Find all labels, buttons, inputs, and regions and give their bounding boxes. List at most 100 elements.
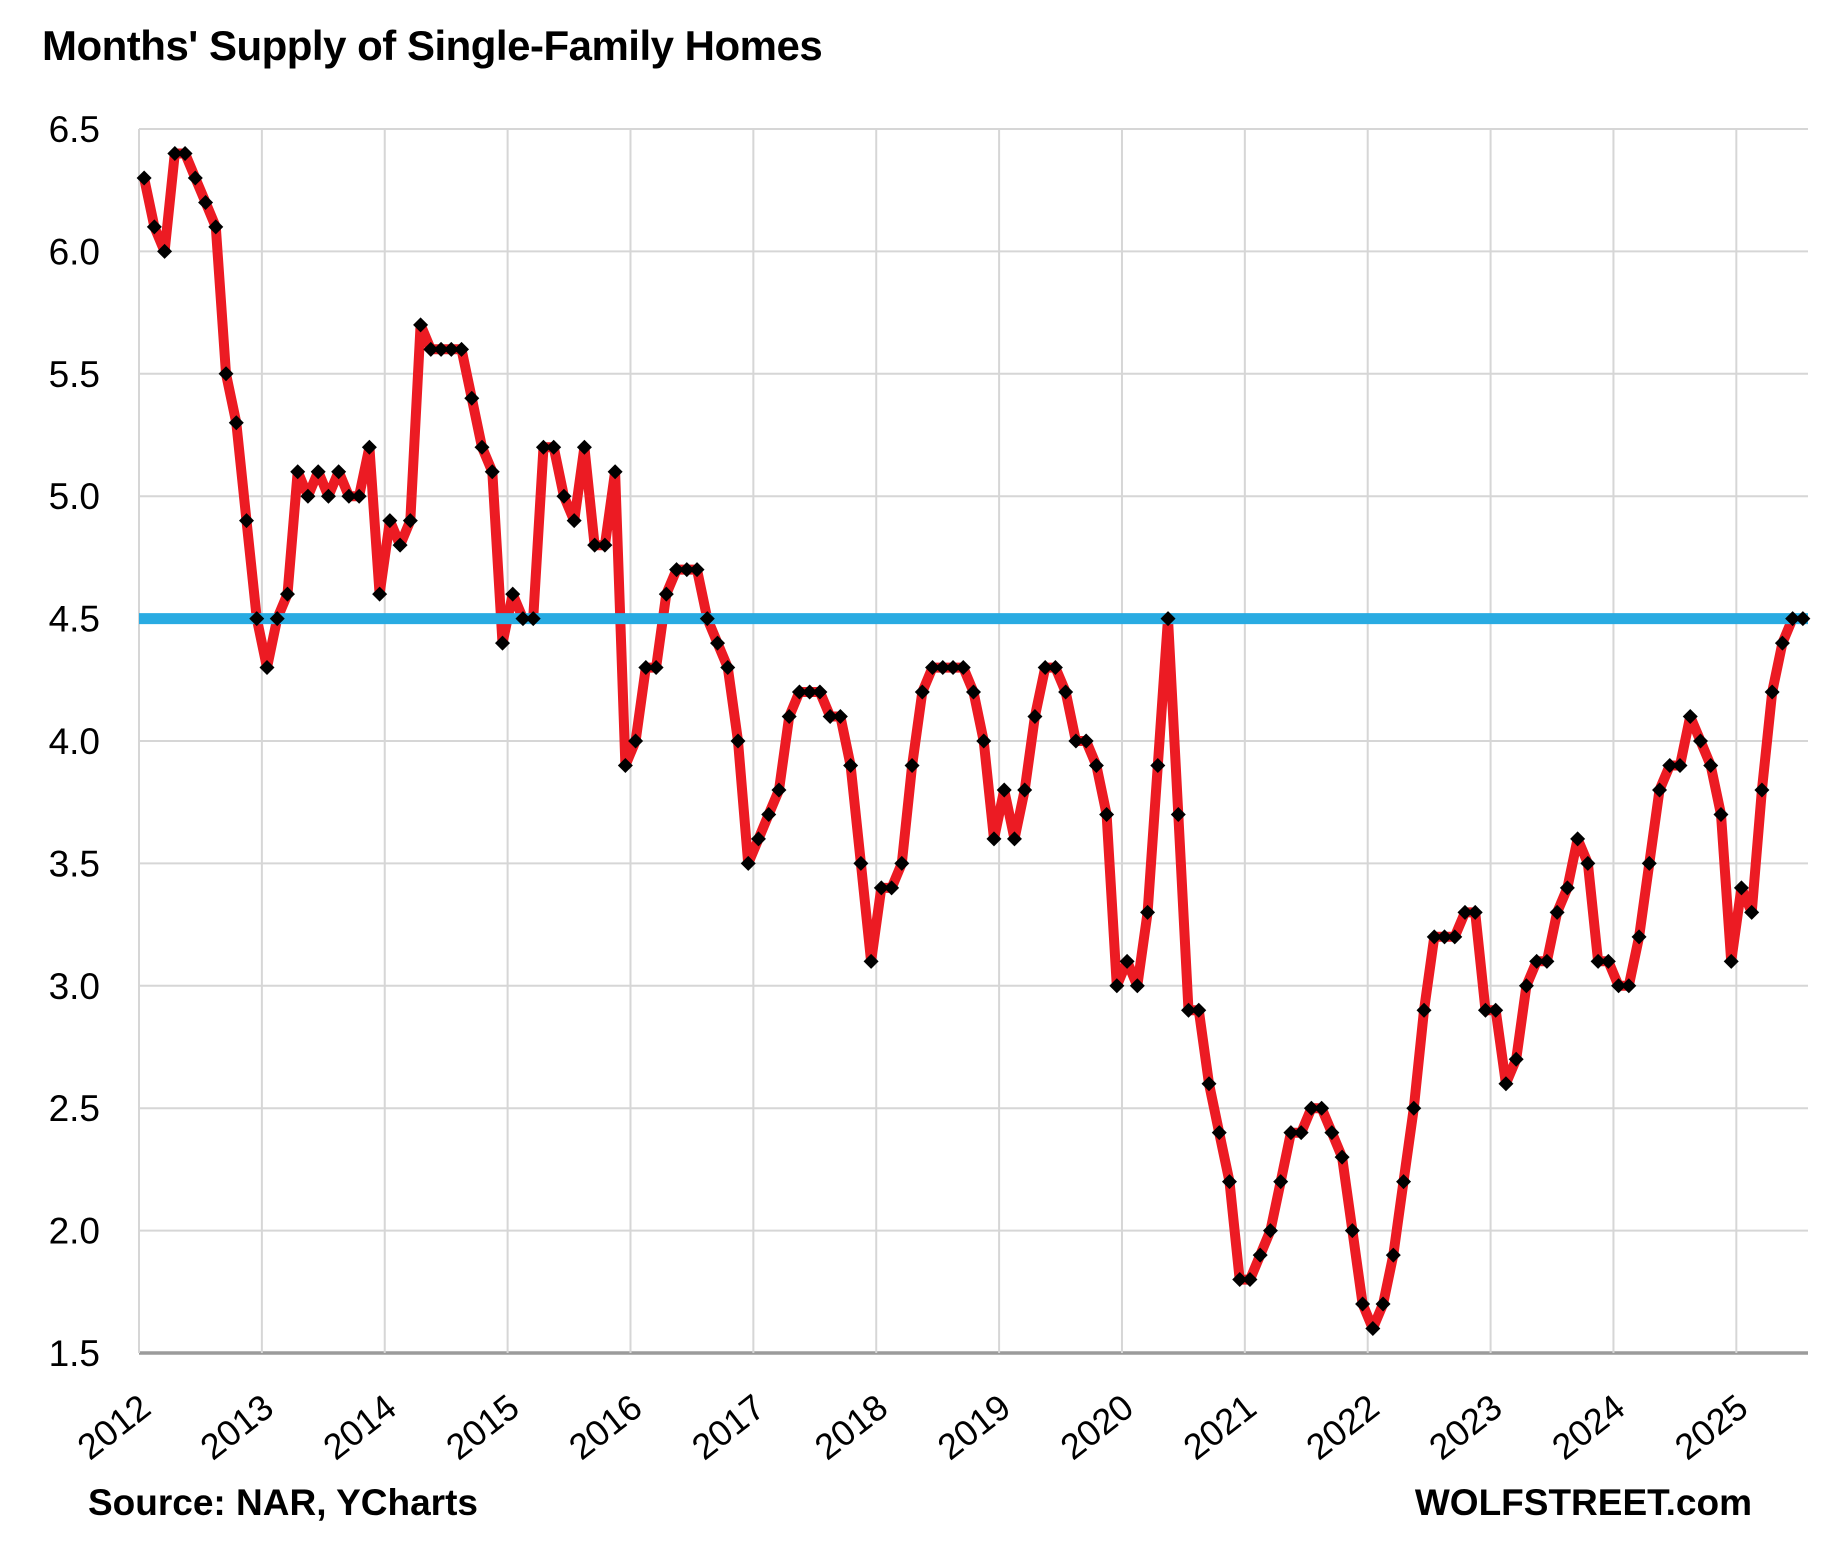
data-point-marker xyxy=(1723,953,1739,969)
data-point-marker xyxy=(1058,684,1074,700)
y-tick-label: 4.5 xyxy=(49,599,100,640)
data-point-marker xyxy=(1795,611,1811,627)
data-point-marker xyxy=(1047,660,1063,676)
data-point-marker xyxy=(146,219,162,235)
data-point-marker xyxy=(1037,660,1053,676)
data-point-marker xyxy=(925,660,941,676)
data-point-marker xyxy=(1140,904,1156,920)
data-point-marker xyxy=(1088,757,1104,773)
data-point-marker xyxy=(1426,929,1442,945)
data-point-marker xyxy=(1467,904,1483,920)
data-point-marker xyxy=(791,684,807,700)
data-point-marker xyxy=(300,488,316,504)
data-point-marker xyxy=(761,806,777,822)
data-point-marker xyxy=(290,464,306,480)
data-point-marker xyxy=(1590,953,1606,969)
data-point-marker xyxy=(1631,929,1647,945)
source-note: Source: NAR, YCharts xyxy=(88,1482,478,1523)
data-point-marker xyxy=(822,709,838,725)
data-point-marker xyxy=(1672,757,1688,773)
data-point-marker xyxy=(597,537,613,553)
data-point-marker xyxy=(1181,1002,1197,1018)
data-point-marker xyxy=(1437,929,1453,945)
data-point-marker xyxy=(955,660,971,676)
data-point-marker xyxy=(1570,831,1586,847)
data-point-marker xyxy=(198,194,214,210)
data-point-marker xyxy=(341,488,357,504)
data-point-marker xyxy=(710,635,726,651)
data-point-marker xyxy=(1457,904,1473,920)
data-point-marker xyxy=(576,439,592,455)
data-point-marker xyxy=(976,733,992,749)
data-point-marker xyxy=(1406,1100,1422,1116)
y-tick-label: 3.0 xyxy=(49,966,100,1007)
data-point-marker xyxy=(679,562,695,578)
data-point-marker xyxy=(433,341,449,357)
data-point-marker xyxy=(730,733,746,749)
x-tick-label: 2020 xyxy=(1053,1386,1141,1468)
data-point-marker xyxy=(658,586,674,602)
data-point-marker xyxy=(689,562,705,578)
data-point-marker xyxy=(1611,978,1627,994)
data-point-marker xyxy=(904,757,920,773)
data-point-marker xyxy=(1621,978,1637,994)
data-point-marker xyxy=(1283,1125,1299,1141)
x-tick-label: 2016 xyxy=(561,1386,649,1468)
data-point-marker xyxy=(894,855,910,871)
data-point-marker xyxy=(884,880,900,896)
watermark-link[interactable]: WOLFSTREET.com xyxy=(1414,1482,1752,1523)
data-point-marker xyxy=(832,709,848,725)
data-point-marker xyxy=(187,170,203,186)
data-point-marker xyxy=(239,513,255,529)
data-point-marker xyxy=(587,537,603,553)
data-point-marker xyxy=(361,439,377,455)
data-point-marker xyxy=(1119,953,1135,969)
x-tick-label: 2019 xyxy=(930,1386,1018,1468)
data-point-marker xyxy=(1703,757,1719,773)
data-point-marker xyxy=(607,464,623,480)
data-point-marker xyxy=(740,855,756,871)
data-point-marker xyxy=(1242,1272,1258,1288)
data-point-marker xyxy=(566,513,582,529)
data-point-marker xyxy=(1078,733,1094,749)
data-point-marker xyxy=(1662,757,1678,773)
data-point-marker xyxy=(1447,929,1463,945)
y-tick-label: 4.0 xyxy=(49,721,100,762)
x-tick-label: 2013 xyxy=(192,1386,280,1468)
data-point-marker xyxy=(1355,1296,1371,1312)
data-point-marker xyxy=(843,757,859,773)
data-point-marker xyxy=(310,464,326,480)
data-point-marker xyxy=(1385,1247,1401,1263)
data-point-marker xyxy=(1027,709,1043,725)
data-point-marker xyxy=(853,855,869,871)
y-tick-label: 1.5 xyxy=(49,1333,100,1374)
data-point-marker xyxy=(1682,709,1698,725)
y-tick-label: 5.0 xyxy=(49,476,100,517)
data-point-marker xyxy=(249,611,265,627)
data-point-marker xyxy=(1160,611,1176,627)
data-point-marker xyxy=(628,733,644,749)
data-point-marker xyxy=(1774,635,1790,651)
data-point-marker xyxy=(1764,684,1780,700)
data-point-marker xyxy=(454,341,470,357)
data-point-marker xyxy=(1559,880,1575,896)
data-point-marker xyxy=(484,464,500,480)
x-tick-label: 2023 xyxy=(1421,1386,1509,1468)
data-point-marker xyxy=(1692,733,1708,749)
data-point-marker xyxy=(1201,1076,1217,1092)
data-point-marker xyxy=(986,831,1002,847)
data-point-marker xyxy=(1365,1321,1381,1337)
data-point-marker xyxy=(1754,782,1770,798)
y-tick-label: 3.5 xyxy=(49,843,100,884)
data-point-marker xyxy=(1744,904,1760,920)
data-point-marker xyxy=(1334,1149,1350,1165)
data-point-marker xyxy=(1396,1174,1412,1190)
data-point-marker xyxy=(1539,953,1555,969)
y-tick-label: 5.5 xyxy=(49,354,100,395)
data-point-marker xyxy=(505,586,521,602)
data-point-marker xyxy=(812,684,828,700)
data-point-marker xyxy=(1303,1100,1319,1116)
x-tick-label: 2014 xyxy=(315,1386,403,1468)
data-point-marker xyxy=(556,488,572,504)
